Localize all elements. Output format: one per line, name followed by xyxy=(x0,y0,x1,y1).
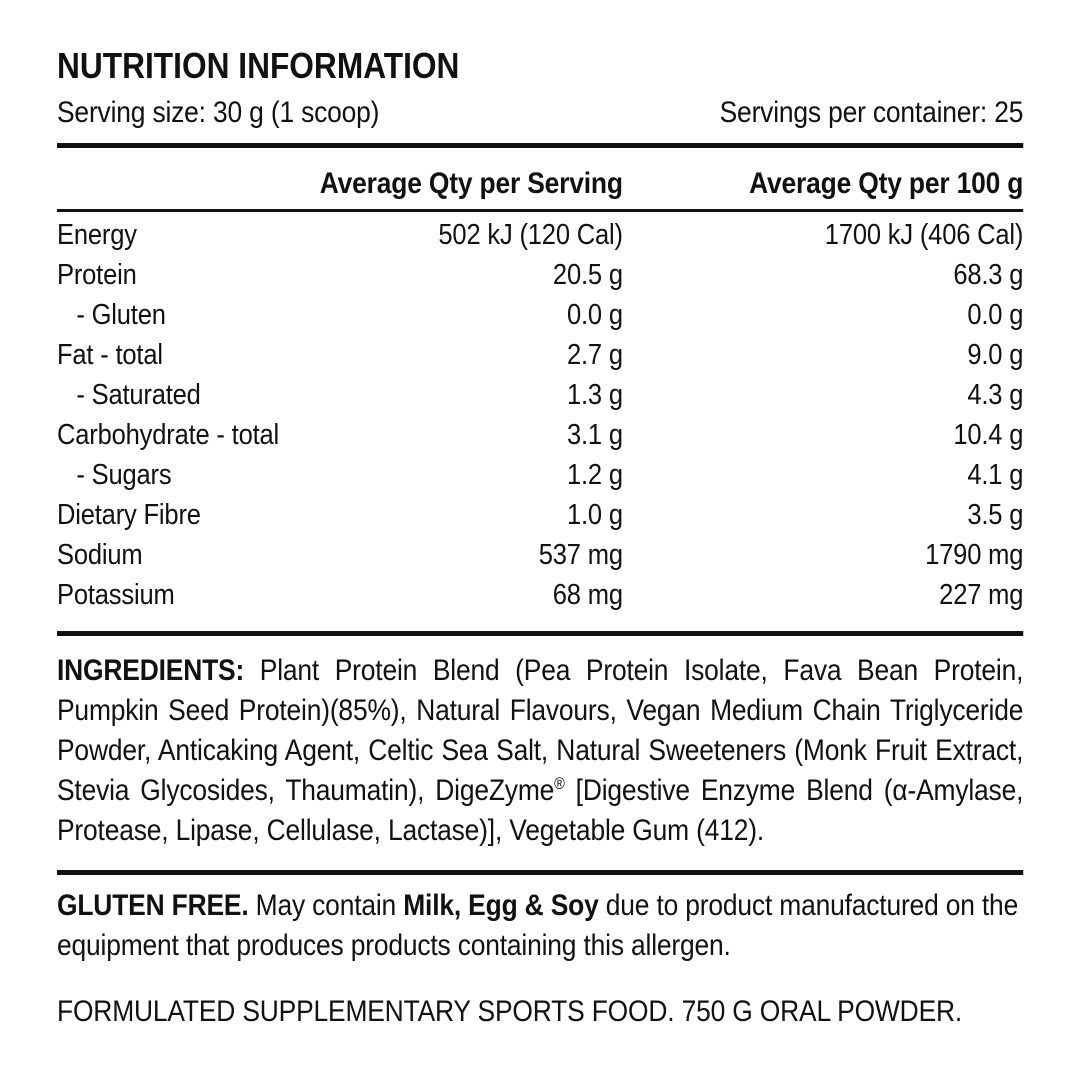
gluten-free-label: GLUTEN FREE. xyxy=(57,889,249,922)
ingredients-text-1: Plant Protein Blend (Pea Protein Isolate… xyxy=(57,654,1024,807)
row-label: Potassium xyxy=(57,579,175,611)
servings-per-container-text: Servings per container: 25 xyxy=(719,96,1024,129)
row-label: Fat - total xyxy=(57,339,163,371)
row-value-per-100g: 0.0 g xyxy=(967,299,1024,331)
divider-header xyxy=(57,209,1024,212)
table-row: Protein 20.5 g 68.3 g xyxy=(57,255,1023,295)
row-value-per-serving: 502 kJ (120 Cal) xyxy=(438,219,623,251)
table-header-row: Average Qty per Serving Average Qty per … xyxy=(57,148,1024,209)
allergen-text-1: May contain xyxy=(248,889,404,922)
divider-top xyxy=(57,143,1024,148)
column-header-per-serving: Average Qty per Serving xyxy=(319,167,623,200)
table-row: - Sugars 1.2 g 4.1 g xyxy=(57,455,1023,495)
ingredients-text-2: [Digestive Enzyme Blend (α-Amylase, Prot… xyxy=(57,774,1024,847)
table-row: Dietary Fibre 1.0 g 3.5 g xyxy=(57,495,1023,535)
row-label: - Gluten xyxy=(76,299,166,331)
row-value-per-serving: 1.3 g xyxy=(566,379,623,411)
row-label: Energy xyxy=(57,219,137,251)
allergen-bold-milk-egg-soy: Milk, Egg & Soy xyxy=(403,889,599,922)
row-value-per-100g: 4.3 g xyxy=(967,379,1024,411)
panel-title: NUTRITION INFORMATION xyxy=(57,45,460,86)
serving-size-text: Serving size: 30 g (1 scoop) xyxy=(57,96,380,129)
serving-info-row: Serving size: 30 g (1 scoop) Servings pe… xyxy=(57,96,1023,130)
nutrition-table: Average Qty per Serving Average Qty per … xyxy=(57,148,1023,617)
table-row: Potassium 68 mg 227 mg xyxy=(57,575,1023,615)
allergen-text-2: due to product manufactured on the equip… xyxy=(57,889,1019,962)
row-label: Sodium xyxy=(57,539,143,571)
row-value-per-100g: 4.1 g xyxy=(967,459,1024,491)
row-value-per-100g: 1790 mg xyxy=(925,539,1024,571)
table-row: - Saturated 1.3 g 4.3 g xyxy=(57,375,1023,415)
table-row: Energy 502 kJ (120 Cal) 1700 kJ (406 Cal) xyxy=(57,215,1023,255)
row-label: - Saturated xyxy=(76,379,201,411)
formulated-food-statement: FORMULATED SUPPLEMENTARY SPORTS FOOD. 75… xyxy=(57,995,963,1028)
nutrition-table-body: Energy 502 kJ (120 Cal) 1700 kJ (406 Cal) P… xyxy=(57,212,1023,617)
row-value-per-100g: 3.5 g xyxy=(967,499,1024,531)
row-value-per-serving: 537 mg xyxy=(538,539,623,571)
table-row: - Gluten 0.0 g 0.0 g xyxy=(57,295,1023,335)
column-header-per-100g: Average Qty per 100 g xyxy=(749,167,1024,200)
row-label: Protein xyxy=(57,259,137,291)
row-value-per-serving: 1.0 g xyxy=(566,499,623,531)
row-value-per-serving: 0.0 g xyxy=(566,299,623,331)
row-value-per-serving: 2.7 g xyxy=(566,339,623,371)
divider-ingredients xyxy=(57,631,1024,636)
row-label: Carbohydrate - total xyxy=(57,419,280,451)
row-value-per-100g: 10.4 g xyxy=(953,419,1024,451)
table-row: Fat - total 2.7 g 9.0 g xyxy=(57,335,1023,375)
divider-allergen xyxy=(57,870,1024,875)
ingredients-paragraph: INGREDIENTS: Plant Protein Blend (Pea Pr… xyxy=(57,651,1023,851)
allergen-paragraph: GLUTEN FREE. May contain Milk, Egg & Soy… xyxy=(57,886,1023,966)
row-value-per-100g: 9.0 g xyxy=(967,339,1024,371)
row-label: Dietary Fibre xyxy=(57,499,201,531)
row-value-per-serving: 3.1 g xyxy=(566,419,623,451)
ingredients-label: INGREDIENTS: xyxy=(57,654,245,687)
registered-trademark-symbol: ® xyxy=(554,775,565,793)
row-value-per-serving: 20.5 g xyxy=(552,259,623,291)
row-value-per-100g: 1700 kJ (406 Cal) xyxy=(824,219,1024,251)
table-row: Sodium 537 mg 1790 mg xyxy=(57,535,1023,575)
row-value-per-100g: 68.3 g xyxy=(953,259,1024,291)
row-label: - Sugars xyxy=(76,459,172,491)
row-value-per-serving: 68 mg xyxy=(552,579,623,611)
row-value-per-100g: 227 mg xyxy=(939,579,1024,611)
row-value-per-serving: 1.2 g xyxy=(566,459,623,491)
table-row: Carbohydrate - total 3.1 g 10.4 g xyxy=(57,415,1023,455)
label-content: NUTRITION INFORMATION Serving size: 30 g… xyxy=(57,0,1023,1030)
